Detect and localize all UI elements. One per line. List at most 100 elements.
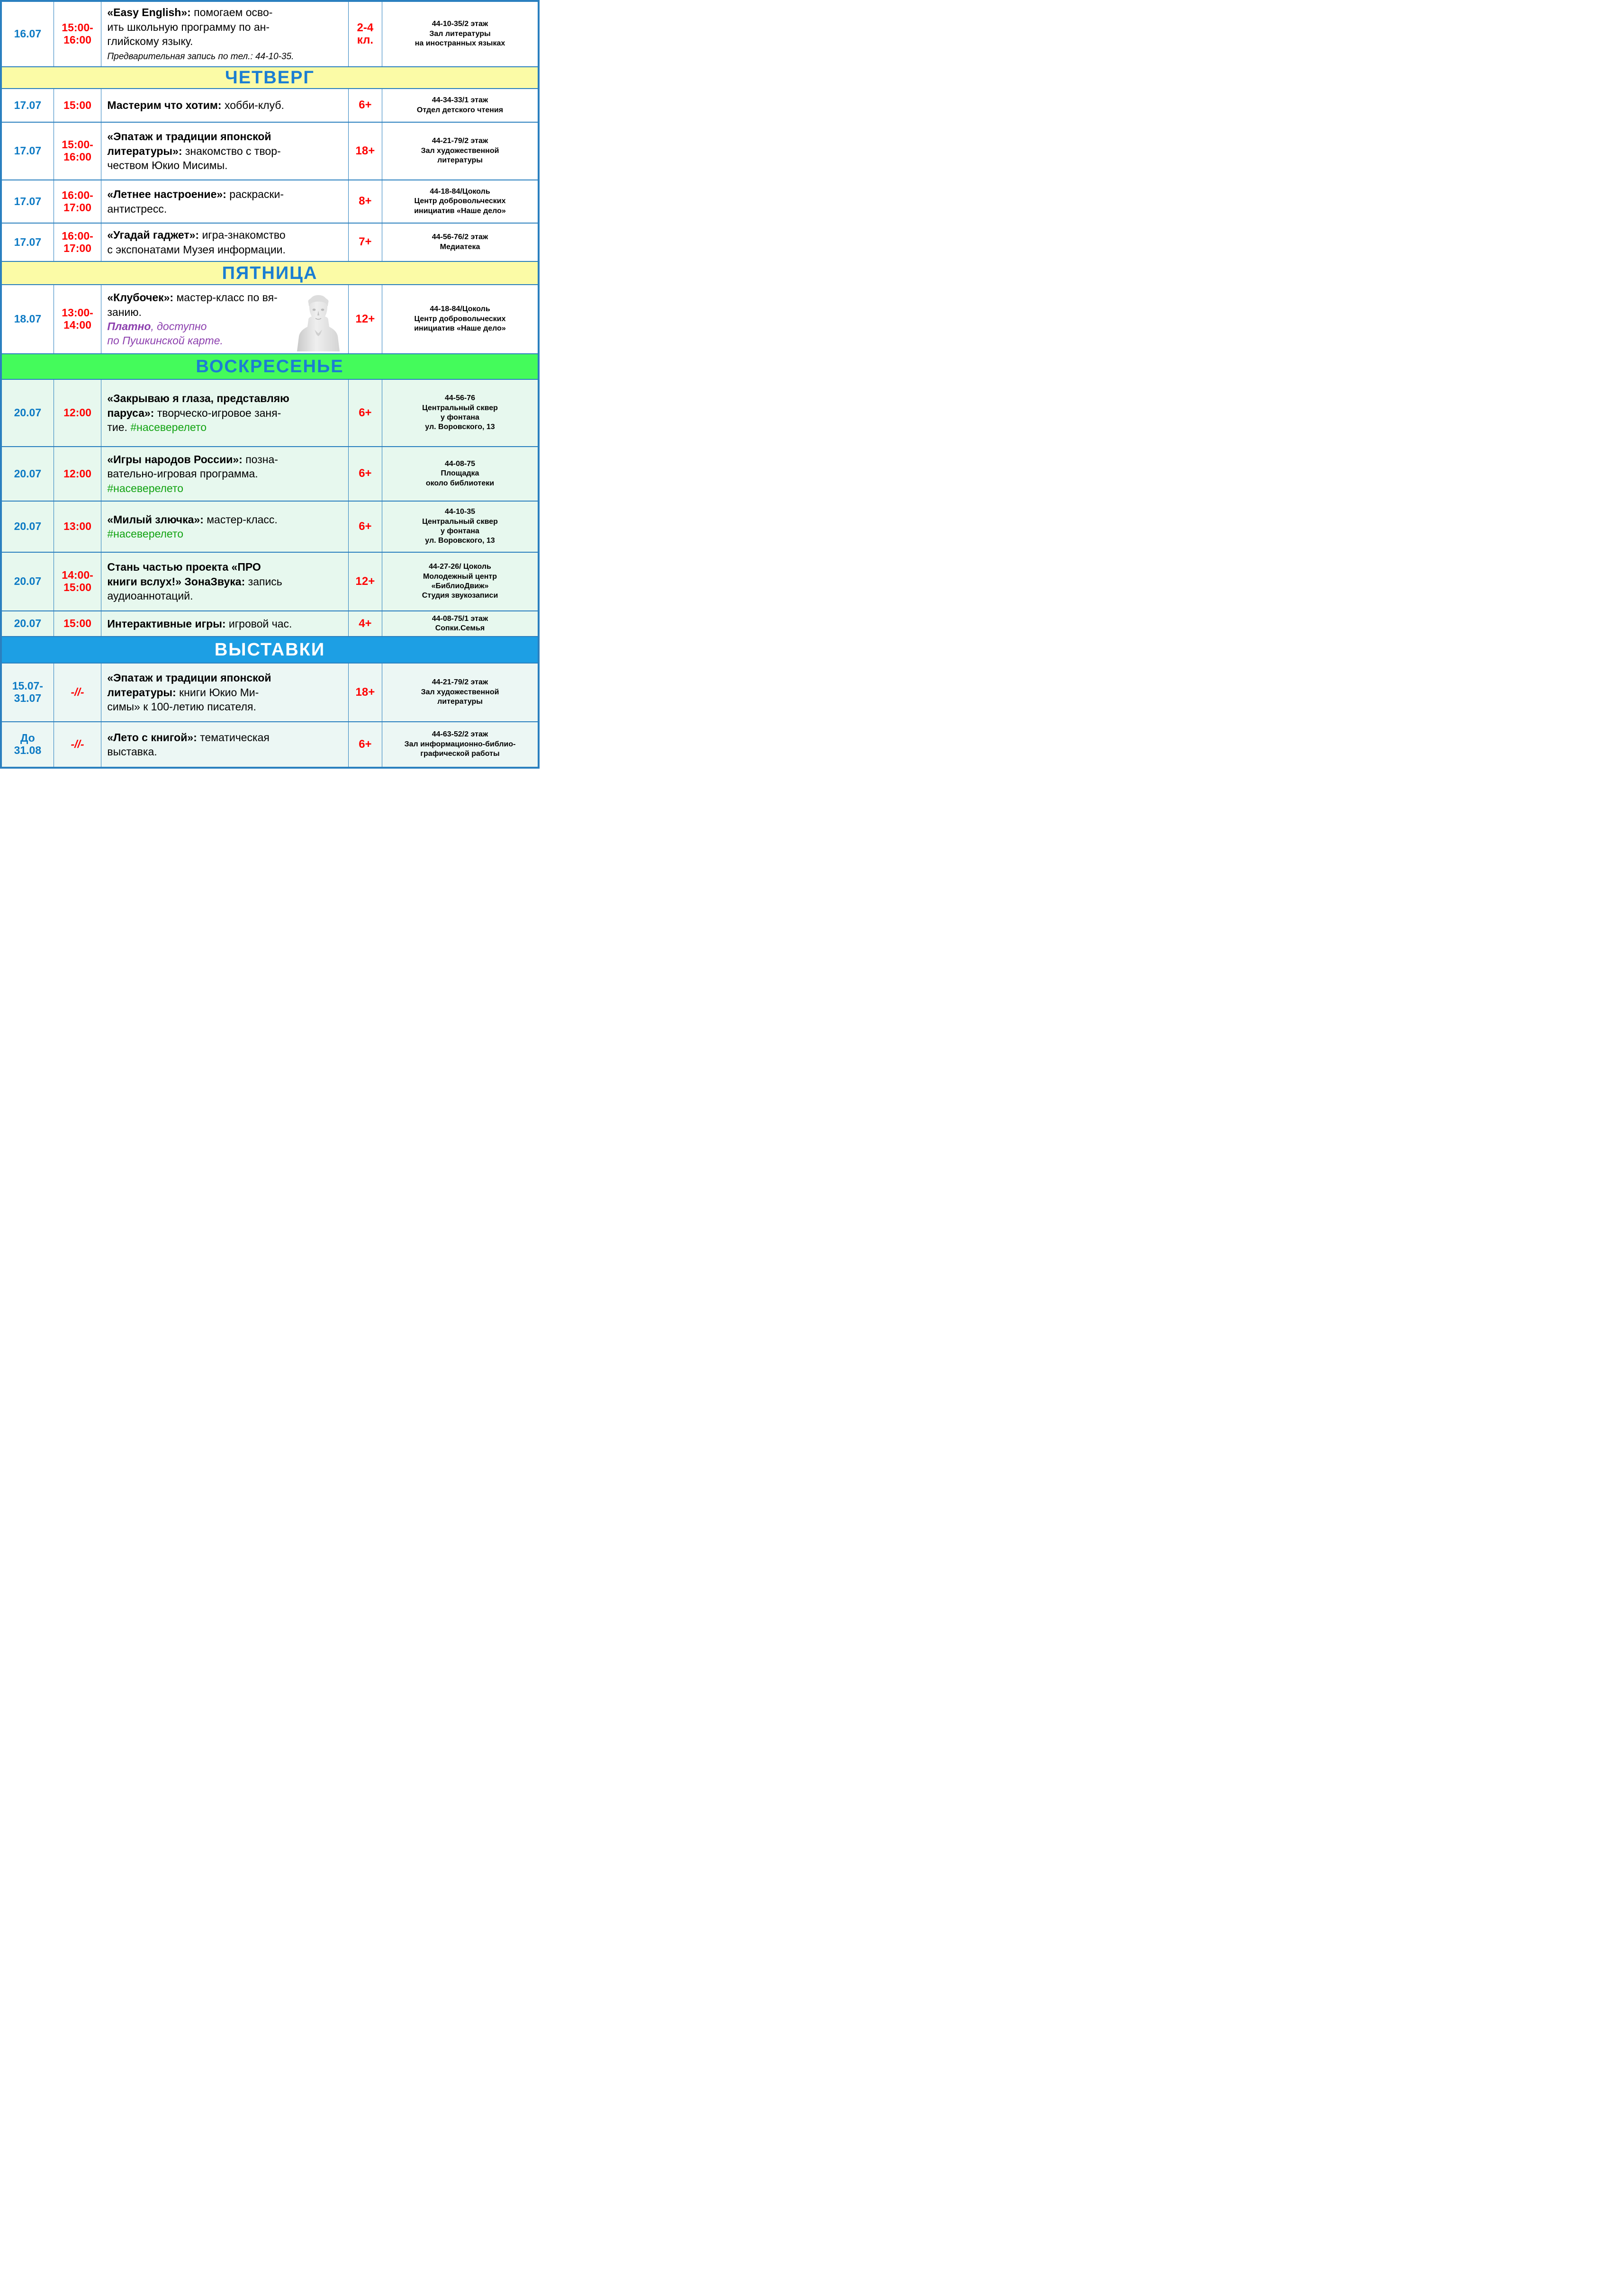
event-location: 44-56-76 Центральный сквер у фонтана ул. Во… bbox=[382, 380, 538, 446]
event-description-text: «Закрываю я глаза, представляю паруса»: т… bbox=[107, 391, 344, 434]
event-description-text: Интерактивные игры: игровой час. bbox=[107, 617, 344, 631]
location-line: 44-27-26/ Цоколь bbox=[429, 563, 491, 571]
event-detail-text: позна-вательно-игровая программа. bbox=[107, 453, 278, 480]
age-restriction-badge: 4+ bbox=[349, 611, 382, 636]
event-date: 20.07 bbox=[2, 553, 54, 610]
event-location: 44-63-52/2 этаж Зал информационно-библио-… bbox=[382, 722, 538, 767]
event-detail-text: знакомство с твор-чеством Юкио Мисимы. bbox=[107, 144, 281, 172]
event-time: 16:00- 17:00 bbox=[54, 180, 102, 223]
event-location: 44-34-33/1 этаж Отдел детского чтения bbox=[382, 89, 538, 122]
event-time: 15:00- 16:00 bbox=[54, 123, 102, 179]
event-row: 17.07 16:00- 17:00 «Угадай гаджет»: игра-зн… bbox=[2, 224, 538, 262]
event-description-text: «Милый злючка»: мастер-класс. #насевереле… bbox=[107, 512, 344, 541]
hashtag-text: #насеверелето bbox=[107, 482, 184, 494]
event-date: 17.07 bbox=[2, 180, 54, 223]
age-restriction-badge: 7+ bbox=[349, 224, 382, 261]
event-date: 20.07 bbox=[2, 447, 54, 501]
schedule-table: 16.07 15:00- 16:00 «Easy English»: помогаем… bbox=[2, 2, 538, 767]
event-detail-text: творческо-игровое заня-тие. bbox=[107, 406, 281, 434]
event-location: 44-18-84/Цоколь Центр добровольческих иниц… bbox=[382, 285, 538, 353]
event-date: 17.07 bbox=[2, 123, 54, 179]
event-location: 44-56-76/2 этаж Медиатека bbox=[382, 224, 538, 261]
event-description: «Клубочек»: мастер-класс по вя-занию. Пла… bbox=[101, 285, 349, 353]
event-location: 44-10-35 Центральный сквер у фонтана ул. Во… bbox=[382, 502, 538, 552]
event-time: 15:00 bbox=[54, 89, 102, 122]
event-description: «Эпатаж и традиции японской литературы»: … bbox=[101, 123, 349, 179]
event-description: «Угадай гаджет»: игра-знакомство с экспон… bbox=[101, 224, 349, 261]
event-row: 18.07 13:00- 14:00 «Клубочек»: мастер-класс… bbox=[2, 285, 538, 354]
section-header-воскресенье: ВОСКРЕСЕНЬЕ bbox=[2, 354, 538, 380]
age-restriction-badge: 8+ bbox=[349, 180, 382, 223]
event-date: 18.07 bbox=[2, 285, 54, 353]
age-restriction-badge: 18+ bbox=[349, 123, 382, 179]
location-line: Зал литературы bbox=[429, 29, 491, 38]
event-description: Мастерим что хотим: хобби-клуб. bbox=[101, 89, 349, 122]
event-title-text: «Игры народов России»: bbox=[107, 453, 243, 466]
event-row: 20.07 12:00 «Закрываю я глаза, представляю… bbox=[2, 380, 538, 447]
location-line: инициатив «Наше дело» bbox=[414, 206, 506, 215]
event-date: 17.07 bbox=[2, 224, 54, 261]
age-restriction-badge: 6+ bbox=[349, 89, 382, 122]
location-line: на иностранных языках bbox=[415, 39, 505, 48]
location-line: литературы bbox=[437, 156, 483, 165]
event-description: «Эпатаж и традиции японской литературы: к… bbox=[101, 664, 349, 721]
event-date: 16.07 bbox=[2, 2, 54, 66]
paid-note-text: Платно bbox=[107, 320, 151, 332]
location-line: Центр добровольческих bbox=[414, 314, 506, 323]
event-title-text: «Лето с книгой»: bbox=[107, 731, 197, 744]
event-row: 15.07- 31.07 -//- «Эпатаж и традиции японск… bbox=[2, 664, 538, 722]
event-description: «Закрываю я глаза, представляю паруса»: т… bbox=[101, 380, 349, 446]
event-description: «Игры народов России»: позна-вательно-иг… bbox=[101, 447, 349, 501]
event-detail-text: запись аудиоаннотаций. bbox=[107, 575, 282, 602]
event-description: Интерактивные игры: игровой час. bbox=[101, 611, 349, 636]
event-row: 20.07 14:00- 15:00 Стань частью проекта «ПР… bbox=[2, 553, 538, 611]
location-line: 44-08-75/1 этаж bbox=[432, 614, 488, 623]
event-location: 44-21-79/2 этаж Зал художественной литерат… bbox=[382, 664, 538, 721]
event-row: 17.07 15:00 Мастерим что хотим: хобби-клуб… bbox=[2, 89, 538, 123]
location-line: Зал художественной bbox=[421, 146, 499, 155]
event-time: 13:00 bbox=[54, 502, 102, 552]
location-line: 44-08-75 bbox=[444, 459, 476, 468]
event-detail-text: тематическая выставка. bbox=[107, 731, 270, 758]
location-line: 44-63-52/2 этаж bbox=[432, 730, 488, 739]
event-time: 15:00- 16:00 bbox=[54, 2, 102, 66]
event-location: 44-08-75/1 этаж Сопки.Семья bbox=[382, 611, 538, 636]
event-description: «Милый злючка»: мастер-класс. #насевереле… bbox=[101, 502, 349, 552]
location-line: Молодежный центр bbox=[423, 572, 497, 581]
location-line: у фонтана bbox=[441, 413, 479, 422]
location-line: 44-56-76/2 этаж bbox=[432, 233, 488, 242]
event-title-text: «Эпатаж и традиции японской литературы»: bbox=[107, 130, 271, 157]
location-line: 44-10-35 bbox=[444, 508, 476, 516]
event-date: До 31.08 bbox=[2, 722, 54, 767]
event-location: 44-21-79/2 этаж Зал художественной литерат… bbox=[382, 123, 538, 179]
event-row: 16.07 15:00- 16:00 «Easy English»: помогаем… bbox=[2, 2, 538, 67]
location-line: 44-18-84/Цоколь bbox=[430, 305, 490, 314]
event-title-text: «Easy English»: bbox=[107, 6, 194, 19]
location-line: 44-18-84/Цоколь bbox=[430, 187, 490, 196]
event-row: 17.07 15:00- 16:00 «Эпатаж и традиции японс… bbox=[2, 123, 538, 180]
hashtag-text: #насеверелето bbox=[107, 528, 184, 540]
location-line: 44-56-76 bbox=[444, 394, 476, 403]
event-description-text: Стань частью проекта «ПРО книги вслух!» З… bbox=[107, 560, 344, 603]
event-time: -//- bbox=[54, 664, 102, 721]
location-line: Площадка bbox=[441, 469, 479, 478]
location-line: 44-21-79/2 этаж bbox=[432, 678, 488, 687]
age-restriction-badge: 12+ bbox=[349, 553, 382, 610]
event-title-text: Интерактивные игры: bbox=[107, 617, 226, 630]
event-detail-text: хобби-клуб. bbox=[221, 99, 284, 112]
age-restriction-badge: 6+ bbox=[349, 447, 382, 501]
event-description: «Лето с книгой»: тематическая выставка. bbox=[101, 722, 349, 767]
age-restriction-badge: 6+ bbox=[349, 722, 382, 767]
event-location: 44-10-35/2 этаж Зал литературы на иностран… bbox=[382, 2, 538, 66]
location-line: Отдел детского чтения bbox=[416, 106, 504, 114]
location-line: Центральный сквер bbox=[422, 517, 498, 526]
location-line: Центр добровольческих bbox=[414, 197, 506, 206]
event-title-text: Стань частью проекта «ПРО книги вслух!» З… bbox=[107, 561, 261, 588]
event-row: 20.07 13:00 «Милый злючка»: мастер-класс. #… bbox=[2, 502, 538, 553]
event-date: 20.07 bbox=[2, 502, 54, 552]
event-time: 12:00 bbox=[54, 380, 102, 446]
age-restriction-badge: 18+ bbox=[349, 664, 382, 721]
event-description-text: «Летнее настроение»: раскраски-антистрес… bbox=[107, 187, 344, 216]
event-detail-text: игровой час. bbox=[225, 617, 292, 630]
event-description-text: «Угадай гаджет»: игра-знакомство с экспон… bbox=[107, 228, 344, 257]
